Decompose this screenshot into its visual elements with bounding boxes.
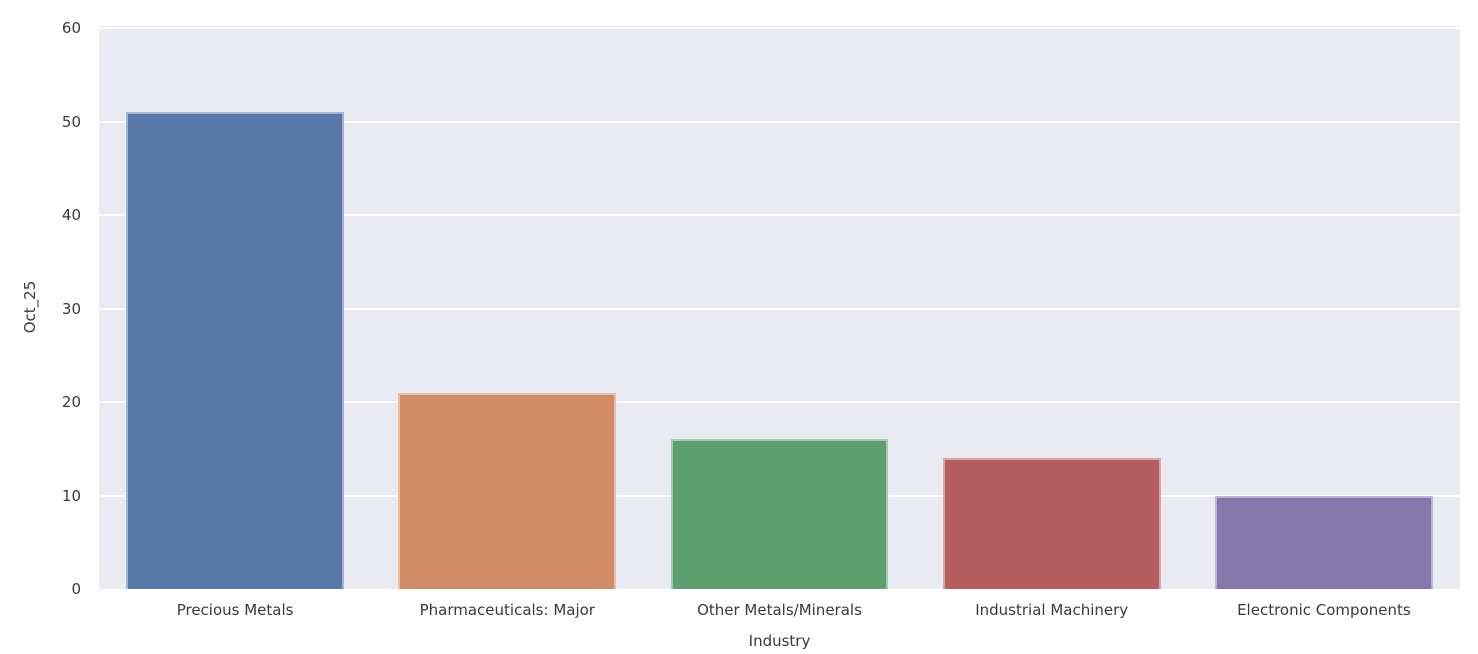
bar-precious-metals: [126, 112, 344, 589]
bar-electronic-components: [1215, 495, 1433, 589]
y-tick-label-0: 0: [71, 580, 81, 598]
x-tick-label-precious-metals: Precious Metals: [176, 601, 294, 619]
bar-other-metals-minerals: [670, 439, 889, 589]
y-axis-label: Oct_25: [21, 280, 39, 334]
bar-pharmaceuticals-major: [398, 392, 617, 589]
y-tick-label-10: 10: [61, 486, 81, 505]
bar-industrial-machinery: [942, 458, 1161, 589]
y-tick-label-60: 60: [61, 19, 81, 37]
gridline-20: [99, 401, 1460, 403]
x-tick-label-other-metals-minerals: Other Metals/Minerals: [697, 601, 862, 619]
gridline-60: [99, 27, 1460, 29]
y-tick-label-30: 30: [61, 299, 81, 318]
y-tick-label-20: 20: [61, 393, 81, 411]
x-tick-label-industrial-machinery: Industrial Machinery: [975, 601, 1129, 619]
gridline-50: [99, 120, 1460, 123]
plot-area: [99, 26, 1460, 589]
x-axis-label: Industry: [748, 632, 811, 650]
y-tick-label-40: 40: [61, 206, 81, 224]
gridline-40: [99, 214, 1460, 216]
y-tick-label-50: 50: [61, 112, 81, 131]
x-tick-label-pharmaceuticals-major: Pharmaceuticals: Major: [419, 601, 595, 619]
x-tick-label-electronic-components: Electronic Components: [1237, 601, 1411, 619]
gridline-30: [99, 307, 1460, 310]
